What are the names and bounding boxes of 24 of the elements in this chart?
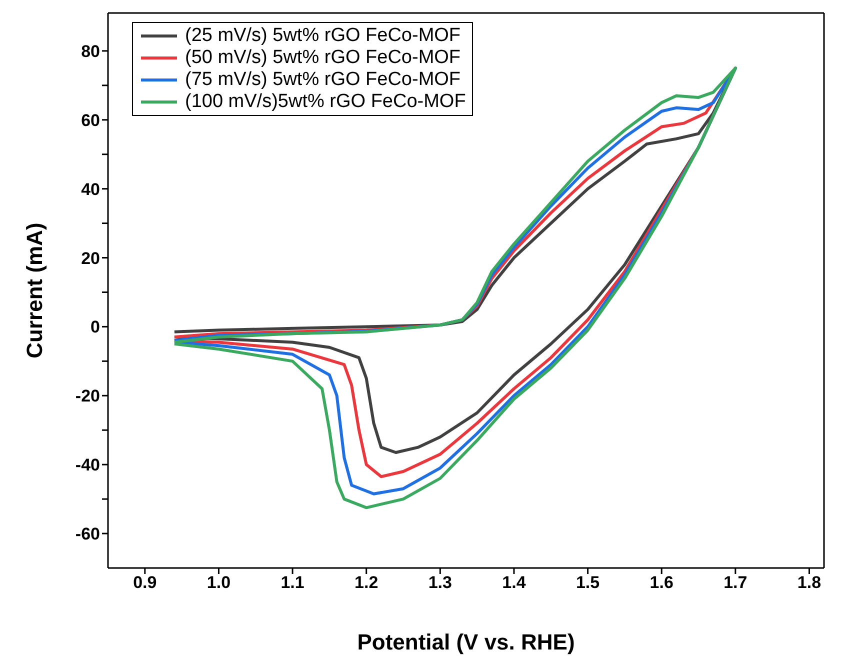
y-tick-label: 20 xyxy=(81,248,100,268)
legend-label: (25 mV/s) 5wt% rGO FeCo-MOF xyxy=(185,25,461,47)
x-tick-label: 1.6 xyxy=(650,573,674,592)
y-tick-label: 80 xyxy=(81,42,100,61)
y-tick-label: 40 xyxy=(81,180,100,199)
x-axis-title: Potential (V vs. RHE) xyxy=(357,630,575,655)
y-tick-label: 60 xyxy=(81,110,100,130)
x-tick-label: 1.5 xyxy=(576,573,600,592)
y-tick-label: -60 xyxy=(75,524,100,544)
x-tick-label: 1.0 xyxy=(206,573,231,592)
y-tick-label: -40 xyxy=(75,456,100,475)
x-tick-label: 1.3 xyxy=(428,573,452,592)
legend-label: (50 mV/s) 5wt% rGO FeCo-MOF xyxy=(185,47,461,69)
x-tick-label: 1.2 xyxy=(354,573,378,592)
y-tick-label: -20 xyxy=(75,386,100,406)
legend-label: (75 mV/s) 5wt% rGO FeCo-MOF xyxy=(185,69,461,91)
x-tick-label: 0.9 xyxy=(133,573,157,592)
x-tick-label: 1.8 xyxy=(797,573,822,592)
x-tick-label: 1.7 xyxy=(724,573,748,592)
x-tick-label: 1.1 xyxy=(280,573,304,592)
y-axis-title: Current (mA) xyxy=(22,222,47,358)
legend-label: (100 mV/s)5wt% rGO FeCo-MOF xyxy=(185,91,466,113)
y-tick-label: 0 xyxy=(90,318,100,337)
x-tick-label: 1.4 xyxy=(502,573,526,592)
